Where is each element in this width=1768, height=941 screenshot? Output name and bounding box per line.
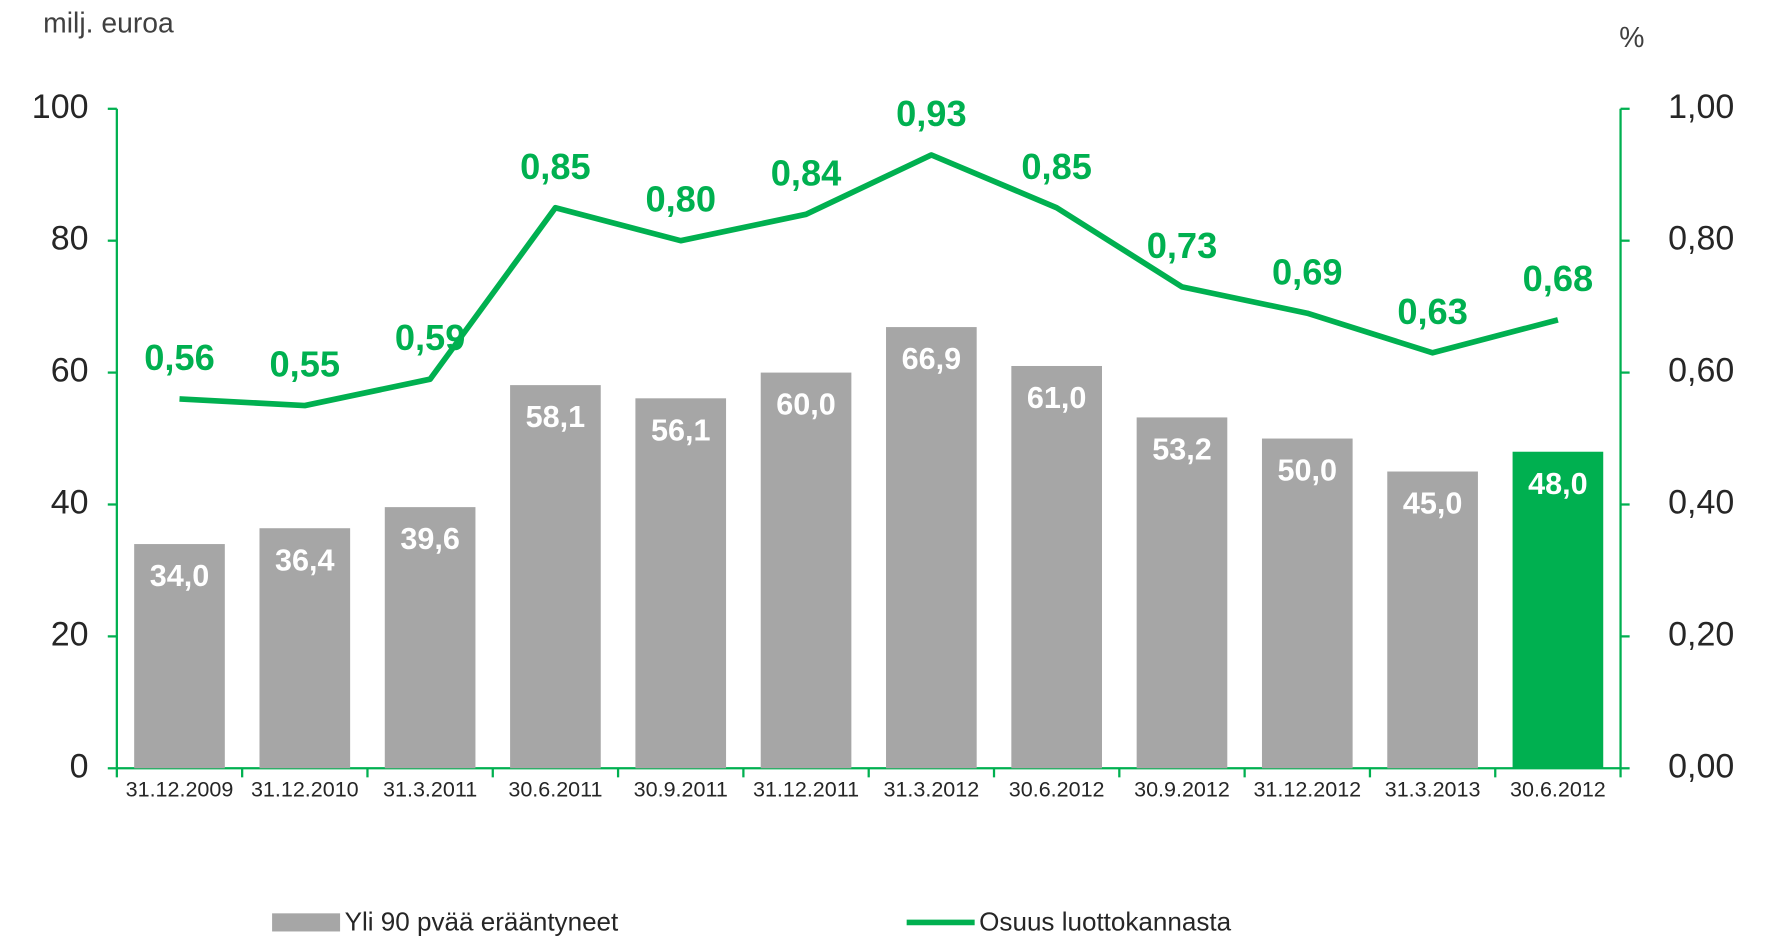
y2-tick-label: 0,40 <box>1668 483 1734 521</box>
bar <box>1011 365 1102 769</box>
bar <box>760 372 852 769</box>
x-tick-label: 30.9.2011 <box>634 778 728 802</box>
x-tick-label: 31.12.2010 <box>251 778 359 802</box>
bar-value-label: 50,0 <box>1278 454 1338 488</box>
y-tick-label: 40 <box>51 483 89 521</box>
bar-value-label: 34,0 <box>150 559 210 593</box>
y2-tick-label: 0,80 <box>1668 220 1734 258</box>
line-value-label: 0,56 <box>144 337 215 378</box>
y2-tick-label: 0,00 <box>1668 747 1734 785</box>
legend-label: Osuus luottokannasta <box>979 906 1231 936</box>
line <box>179 152 1559 409</box>
line-value-label: 0,69 <box>1272 251 1343 292</box>
bar-value-label: 39,6 <box>400 522 460 556</box>
bar-value-label: 48,0 <box>1528 467 1588 501</box>
bar <box>134 544 225 769</box>
line-value-label: 0,84 <box>771 152 842 193</box>
bar-value-label: 60,0 <box>776 388 836 422</box>
bar-value-label: 53,2 <box>1152 433 1212 467</box>
x-tick-label: 31.3.2013 <box>1385 778 1481 802</box>
bar-value-label: 36,4 <box>275 543 335 577</box>
y-tick-label: 60 <box>51 352 89 390</box>
y-tick-label: 80 <box>51 220 89 258</box>
line-value-label: 0,59 <box>395 317 466 358</box>
x-tick-label: 30.9.2012 <box>1134 778 1230 802</box>
x-tick-label: 30.6.2012 <box>1009 778 1105 802</box>
line-value-label: 0,85 <box>1021 146 1092 187</box>
line-value-label: 0,63 <box>1397 291 1468 332</box>
y2-tick-label: 0,20 <box>1668 615 1734 653</box>
x-tick-label: 31.12.2011 <box>753 778 859 802</box>
x-tick-label: 30.6.2012 <box>1510 778 1606 802</box>
line-value-label: 0,73 <box>1147 225 1218 266</box>
bar <box>510 385 601 769</box>
line-value-label: 0,68 <box>1523 258 1594 299</box>
y-tick-label: 0 <box>70 747 89 785</box>
bar-value-label: 45,0 <box>1403 487 1463 521</box>
bar <box>886 327 977 769</box>
x-tick-label: 31.3.2012 <box>883 778 979 802</box>
line-value-label: 0,80 <box>645 179 716 220</box>
bar-value-label: 61,0 <box>1027 381 1087 415</box>
bar <box>1387 471 1478 769</box>
legend-label: Yli 90 pvää erääntyneet <box>345 906 619 936</box>
y2-axis-label: % <box>1619 22 1644 54</box>
x-tick-label: 31.12.2009 <box>126 778 234 802</box>
y-tick-label: 100 <box>32 88 89 126</box>
bar <box>1261 438 1353 769</box>
line-value-label: 0,93 <box>896 93 967 134</box>
bar <box>1512 451 1604 769</box>
bar-value-label: 66,9 <box>902 342 962 376</box>
bar <box>259 528 351 769</box>
bar <box>1136 417 1228 769</box>
y2-tick-label: 1,00 <box>1668 88 1734 126</box>
bar-value-label: 56,1 <box>651 413 711 447</box>
line-value-label: 0,85 <box>520 146 591 187</box>
line-value-label: 0,55 <box>270 344 341 385</box>
legend-swatch <box>272 913 341 932</box>
bar <box>384 507 476 769</box>
x-tick-label: 30.6.2011 <box>508 778 602 802</box>
y-axis-label: milj. euroa <box>43 7 174 39</box>
x-tick-label: 31.12.2012 <box>1253 778 1361 802</box>
x-tick-label: 31.3.2011 <box>383 778 477 802</box>
bar <box>635 398 727 769</box>
y-tick-label: 20 <box>51 615 89 653</box>
bar-value-label: 58,1 <box>526 400 586 434</box>
y2-tick-label: 0,60 <box>1668 352 1734 390</box>
